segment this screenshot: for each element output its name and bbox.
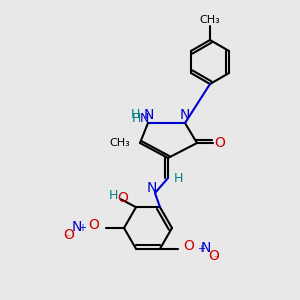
Text: +: + [197,244,205,254]
Text: N: N [144,108,154,122]
Text: N: N [180,108,190,122]
Text: H: H [130,109,140,122]
Text: ⁻: ⁻ [213,254,219,264]
Text: CH₃: CH₃ [110,138,130,148]
Text: CH₃: CH₃ [200,15,220,25]
Text: ⁻: ⁻ [64,233,70,243]
Text: O: O [184,239,194,253]
Text: N: N [201,241,211,255]
Text: H: H [131,112,141,124]
Text: N: N [147,181,157,195]
Text: +: + [78,223,86,233]
Text: O: O [118,191,128,205]
Text: N: N [139,112,149,125]
Text: N: N [72,220,82,234]
Text: H: H [173,172,183,184]
Text: H: H [108,189,118,202]
Text: O: O [208,249,219,263]
Text: O: O [88,218,99,232]
Text: O: O [214,136,225,150]
Text: O: O [64,228,74,242]
